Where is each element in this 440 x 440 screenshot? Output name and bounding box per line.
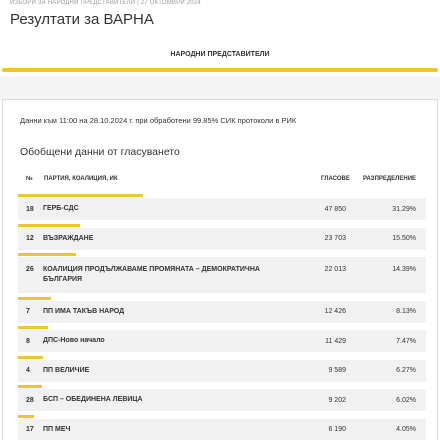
party-name: ГЕРБ-СДС <box>43 205 79 212</box>
party-name: ВЪЗРАЖДАНЕ <box>43 234 94 242</box>
votes: 9 202 <box>328 396 346 404</box>
votes: 12 426 <box>324 308 346 315</box>
table-row: 12 ВЪЗРАЖДАНЕ 23 703 15.50% <box>18 227 426 250</box>
share-bar <box>18 414 35 418</box>
share: 6.02% <box>396 396 416 404</box>
votes: 23 703 <box>324 235 346 242</box>
column-header[interactable]: ГЛАСОВЕ <box>321 176 350 182</box>
table-row: 7 ПП ИМА ТАКЪВ НАРОД 12 426 8.13% <box>18 300 426 323</box>
share: 6.27% <box>396 367 416 374</box>
party-name: ДПС-Ново начало <box>43 337 105 344</box>
party-name: ПП МЕЧ <box>43 425 71 433</box>
table-row: 8 ДПС-Ново начало 11 429 7.47% <box>18 330 426 352</box>
row-number: 7 <box>26 308 30 315</box>
votes: 47 850 <box>324 205 346 213</box>
table-row: 26 КОАЛИЦИЯ ПРОДЪЛЖАВАМЕ ПРОМЯНАТА – ДЕМО… <box>18 257 426 293</box>
share-bar <box>18 385 43 388</box>
tab-indicator <box>2 68 438 72</box>
share: 7.47% <box>396 337 416 345</box>
share-bar <box>18 253 76 256</box>
row-number: 18 <box>26 205 34 213</box>
kicker: ИЗБОРИ ЗА НАРОДНИ ПРЕДСТАВИТЕЛИ | 27 ОКТ… <box>10 0 201 6</box>
row-number: 12 <box>26 235 34 242</box>
votes: 22 013 <box>324 266 346 273</box>
party-name: КОАЛИЦИЯ ПРОДЪЛЖАВАМЕ ПРОМЯНАТА – ДЕМОКР… <box>43 265 260 283</box>
share-bar <box>18 296 51 300</box>
table-row: 18 ГЕРБ-СДС 47 850 31.29% <box>18 198 426 220</box>
share-bar <box>18 326 48 329</box>
votes: 11 429 <box>325 337 346 345</box>
table-row: 28 БСП – ОБЕДИНЕНА ЛЕВИЦА 9 202 6.02% <box>18 389 426 411</box>
row-number: 17 <box>26 426 34 433</box>
column-header[interactable]: РАЗПРЕДЕЛЕНИЕ <box>363 176 417 182</box>
party-name: ПП ВЕЛИЧИЕ <box>43 366 90 374</box>
share-bar <box>18 355 44 359</box>
tab[interactable]: НАРОДНИ ПРЕДСТАВИТЕЛИ <box>170 51 270 58</box>
share: 31.29% <box>392 205 416 213</box>
row-number: 26 <box>26 266 34 273</box>
party-name: БСП – ОБЕДИНЕНА ЛЕВИЦА <box>43 396 143 403</box>
row-number: 28 <box>26 396 34 404</box>
share: 14.39% <box>392 266 416 273</box>
share-bar <box>18 223 80 227</box>
table-row: 4 ПП ВЕЛИЧИЕ 9 589 6.27% <box>18 359 426 382</box>
votes: 6 190 <box>328 426 346 433</box>
row-number: 8 <box>26 337 30 345</box>
share: 15.50% <box>392 235 416 242</box>
share: 4.05% <box>396 426 416 433</box>
page-title: Резултати за ВАРНА <box>10 11 154 28</box>
note: Данни към 11:00 на 28.10.2024 г. при обр… <box>20 116 297 125</box>
share-bar <box>18 194 144 197</box>
votes: 9 589 <box>328 367 346 374</box>
subtitle: Обобщени данни от гласуването <box>20 146 180 158</box>
band <box>0 76 440 100</box>
share: 8.13% <box>396 308 416 315</box>
table-row: 17 ПП МЕЧ 6 190 4.05% <box>18 418 426 440</box>
party-name: ПП ИМА ТАКЪВ НАРОД <box>43 307 125 315</box>
column-header[interactable]: № <box>26 176 33 182</box>
column-header[interactable]: ПАРТИЯ, КОАЛИЦИЯ, ИК <box>44 176 118 182</box>
row-number: 4 <box>26 367 30 374</box>
